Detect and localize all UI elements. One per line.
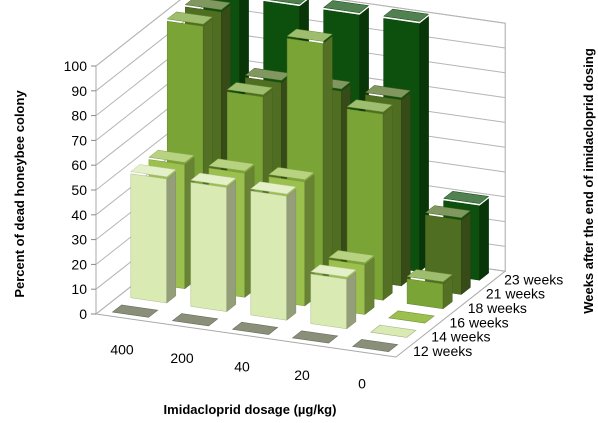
x-tick-label: 20 [294,367,310,383]
x-tick-label: 400 [110,341,134,357]
bar-front [130,173,168,304]
bar-top [171,313,219,327]
y-tick-label: 70 [71,132,87,148]
bar-front [190,182,228,312]
bar [346,99,393,301]
bar-top [406,269,453,283]
bar-top [442,191,490,204]
bar-side [382,106,393,301]
bar-top [291,330,339,344]
bar-top [364,85,412,98]
bar [388,310,435,324]
bar-top [148,149,195,163]
bar-top [351,339,399,353]
bar-top [268,167,315,180]
bar-top [382,8,430,22]
bar-side [364,257,375,316]
y-tick-label: 40 [71,207,87,223]
bar-top [208,158,255,172]
bar-top [166,11,213,25]
bar [111,304,159,318]
bar-side [401,92,411,287]
bar-top [370,324,417,338]
z-tick-label: 16 weeks [450,314,509,330]
bar [351,339,399,353]
bar [291,330,339,344]
bar-top [388,310,435,324]
y-tick-label: 100 [64,58,88,74]
z-tick-label: 21 weeks [486,286,545,302]
gridline [95,0,506,67]
bar-top [111,304,159,318]
bar-top [268,0,306,5]
y-tick-label: 50 [71,182,87,198]
bar-front [310,273,348,330]
bar-top [286,28,333,42]
bar [231,321,279,335]
bar [250,181,297,321]
bar-front [406,278,444,310]
bar [171,313,219,327]
bar-side [226,179,237,313]
bar [310,264,357,330]
bar-side [346,271,357,330]
z-tick-label: 18 weeks [468,300,527,316]
z-tick-label: 23 weeks [504,271,563,287]
bar-top [231,321,279,335]
bar-top [130,164,177,178]
bar-top [226,82,273,96]
x-axis-title: Imidacloprid dosage (µg/kg) [164,402,337,417]
y-tick-label: 20 [71,256,87,272]
y-tick-label: 90 [71,83,87,99]
bar-side [286,188,297,321]
bar-side [461,212,471,296]
bar [130,164,177,304]
y-tick-label: 60 [71,157,87,173]
y-tick-label: 30 [71,232,87,248]
bar-side [442,276,453,310]
bar-side [322,35,333,293]
z-tick-label: 14 weeks [431,329,490,345]
y-tick-label: 80 [71,108,87,124]
bar-top [184,0,232,11]
bar-top [328,250,375,263]
y-axis-title: Percent of dead honeybee colony [12,90,27,298]
bar [190,172,237,313]
bar-side [479,198,489,281]
x-tick-label: 200 [170,350,194,366]
bar-side [166,171,177,304]
bar-top [424,205,472,219]
x-tick-label: 0 [358,376,366,392]
z-tick-label: 12 weeks [413,343,472,359]
z-axis-title: Weeks after the end of imidacloprid dosi… [581,48,596,314]
x-tick-label: 40 [234,359,250,375]
bar-top [250,181,297,195]
y-tick-label: 0 [79,306,87,322]
bar-top [322,0,370,14]
chart-bars [111,0,490,353]
y-tick-label: 10 [71,281,87,297]
bar-top [310,264,357,278]
bar-top [190,172,237,186]
bar-top [346,99,393,113]
bar [370,324,417,338]
bar-front [250,190,288,321]
bar [406,269,453,310]
